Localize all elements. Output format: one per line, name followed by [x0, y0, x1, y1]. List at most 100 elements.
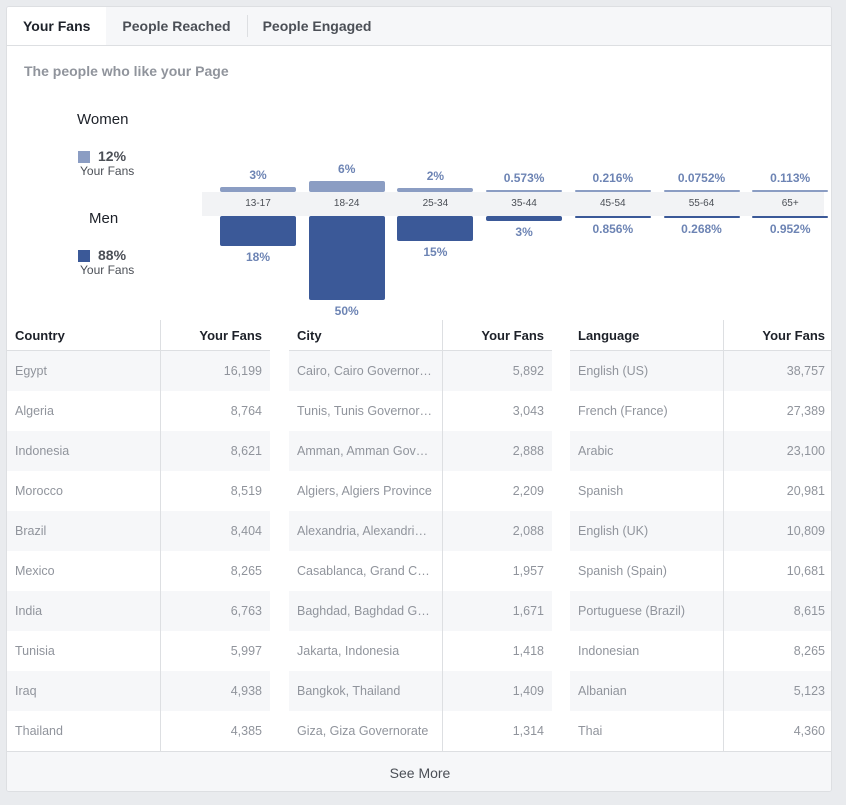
- women-bar-55-64[interactable]: [663, 190, 740, 192]
- men-bar-18-24[interactable]: [308, 216, 385, 300]
- language-fans-cell: 10,809: [722, 511, 831, 551]
- language-header-fans[interactable]: Your Fans: [722, 320, 831, 351]
- language-fans-cell: 8,615: [722, 591, 831, 631]
- city-fans-cell: 1,418: [441, 631, 552, 671]
- country-header-fans[interactable]: Your Fans: [159, 320, 270, 351]
- country-header-name[interactable]: Country: [7, 320, 160, 351]
- table-row: Arabic 23,100: [570, 431, 831, 471]
- city-name-cell: Giza, Giza Governorate: [289, 711, 442, 751]
- table-row: Portuguese (Brazil) 8,615: [570, 591, 831, 631]
- tab-people-reached[interactable]: People Reached: [122, 18, 231, 34]
- language-header-name[interactable]: Language: [570, 320, 723, 351]
- women-value-label: 3%: [249, 167, 267, 182]
- country-table: Country Your Fans Egypt 16,199 Algeria 8,764 I…: [7, 320, 270, 751]
- language-fans-cell: 10,681: [722, 551, 831, 591]
- table-row: Spanish 20,981: [570, 471, 831, 511]
- table-row: Indonesia 8,621: [7, 431, 270, 471]
- table-row: Algeria 8,764: [7, 391, 270, 431]
- women-value-label: 0.0752%: [677, 171, 726, 185]
- city-fans-cell: 1,957: [441, 551, 552, 591]
- table-row: Cairo, Cairo Governorate 5,892: [289, 350, 552, 391]
- legend-women-sub: Your Fans: [80, 164, 135, 178]
- country-name-cell: Algeria: [7, 391, 160, 431]
- men-bar-35-44[interactable]: [486, 216, 563, 222]
- language-fans-cell: 8,265: [722, 631, 831, 671]
- city-name-cell: Baghdad, Baghdad Governorate: [289, 591, 442, 631]
- legend-women-label: Women: [77, 111, 129, 128]
- country-fans-cell: 6,763: [159, 591, 270, 631]
- age-tick-label: 45-54: [600, 198, 626, 209]
- women-value-label: 6%: [338, 162, 356, 176]
- country-fans-cell: 8,764: [159, 391, 270, 431]
- language-name-cell: French (France): [570, 391, 723, 431]
- table-row: Alexandria, Alexandria Governorate2,088: [289, 511, 552, 551]
- age-tick-label: 35-44: [511, 198, 537, 209]
- city-fans-cell: 2,209: [441, 471, 552, 511]
- men-value-label: 18%: [245, 250, 271, 265]
- language-name-cell: Indonesian: [570, 631, 723, 671]
- country-fans-cell: 16,199: [159, 350, 270, 391]
- table-row: Thailand 4,385: [7, 711, 270, 751]
- women-bar-18-24[interactable]: [308, 181, 385, 192]
- city-fans-cell: 2,888: [441, 431, 552, 471]
- table-row: Bangkok, Thailand 1,409: [289, 671, 552, 711]
- city-header-name[interactable]: City: [289, 320, 442, 351]
- city-name-cell: Tunis, Tunis Governorate: [289, 391, 442, 431]
- women-bar-13-17[interactable]: [220, 186, 296, 192]
- age-tick-label: 13-17: [245, 198, 271, 209]
- table-row: India 6,763: [7, 591, 270, 631]
- table-row: Algiers, Algiers Province 2,209: [289, 471, 552, 511]
- women-bar-65+[interactable]: [752, 190, 829, 192]
- men-bar-65+[interactable]: [752, 216, 829, 218]
- legend-men-label: Men: [89, 210, 119, 227]
- tab-your-fans[interactable]: Your Fans: [7, 7, 107, 45]
- table-row: Amman, Amman Governorate2,888: [289, 431, 552, 471]
- fans-card: Your Fans People Reached People Engaged …: [6, 6, 832, 792]
- city-name-cell: Cairo, Cairo Governorate: [289, 350, 442, 391]
- language-name-cell: Thai: [570, 711, 723, 751]
- country-fans-cell: 4,938: [159, 671, 270, 711]
- table-row: Egypt 16,199: [7, 350, 270, 391]
- table-row: Jakarta, Indonesia 1,418: [289, 631, 552, 671]
- men-value-label: 50%: [334, 304, 359, 318]
- table-row: Casablanca, Grand Casablanca1,957: [289, 551, 552, 591]
- country-fans-cell: 5,997: [159, 631, 270, 671]
- men-bar-55-64[interactable]: [663, 216, 740, 218]
- women-bar-25-34[interactable]: [397, 188, 474, 192]
- age-tick-label: 18-24: [333, 198, 360, 209]
- men-value-label: 0.268%: [681, 222, 722, 236]
- men-value-label: 0.952%: [769, 222, 811, 236]
- tab-bar: Your Fans People Reached People Engaged: [7, 7, 831, 46]
- language-name-cell: Albanian: [570, 671, 723, 711]
- age-axis-band: [202, 192, 824, 216]
- table-row: Giza, Giza Governorate 1,314: [289, 711, 552, 751]
- language-fans-cell: 20,981: [722, 471, 831, 511]
- city-fans-cell: 1,671: [441, 591, 552, 631]
- city-header-fans[interactable]: Your Fans: [441, 320, 552, 351]
- legend-men-percent: 88%: [98, 247, 127, 263]
- table-row: Spanish (Spain) 10,681: [570, 551, 831, 591]
- country-fans-cell: 4,385: [159, 711, 270, 751]
- city-name-cell: Jakarta, Indonesia: [289, 631, 442, 671]
- city-fans-cell: 5,892: [441, 350, 552, 391]
- city-name-cell: Alexandria, Alexandria Governorate: [289, 511, 442, 551]
- men-bar-25-34[interactable]: [397, 216, 474, 242]
- table-row: Iraq 4,938: [7, 671, 270, 711]
- country-name-cell: Morocco: [7, 471, 160, 511]
- country-fans-cell: 8,621: [159, 431, 270, 471]
- tab-people-engaged[interactable]: People Engaged: [246, 7, 388, 45]
- women-bar-35-44[interactable]: [486, 190, 563, 192]
- men-bar-13-17[interactable]: [220, 216, 296, 247]
- table-row: English (UK) 10,809: [570, 511, 831, 551]
- legend-women-percent: 12%: [98, 148, 127, 164]
- language-name-cell: Spanish (Spain): [570, 551, 723, 591]
- women-bar-45-54[interactable]: [574, 190, 651, 192]
- country-name-cell: India: [7, 591, 160, 631]
- country-name-cell: Iraq: [7, 671, 160, 711]
- city-table: City Your Fans Cairo, Cairo Governorate 5,8…: [289, 320, 552, 751]
- city-fans-cell: 1,409: [441, 671, 552, 711]
- language-fans-cell: 23,100: [722, 431, 831, 471]
- men-bar-45-54[interactable]: [574, 216, 651, 218]
- see-more-button[interactable]: See More: [7, 751, 831, 791]
